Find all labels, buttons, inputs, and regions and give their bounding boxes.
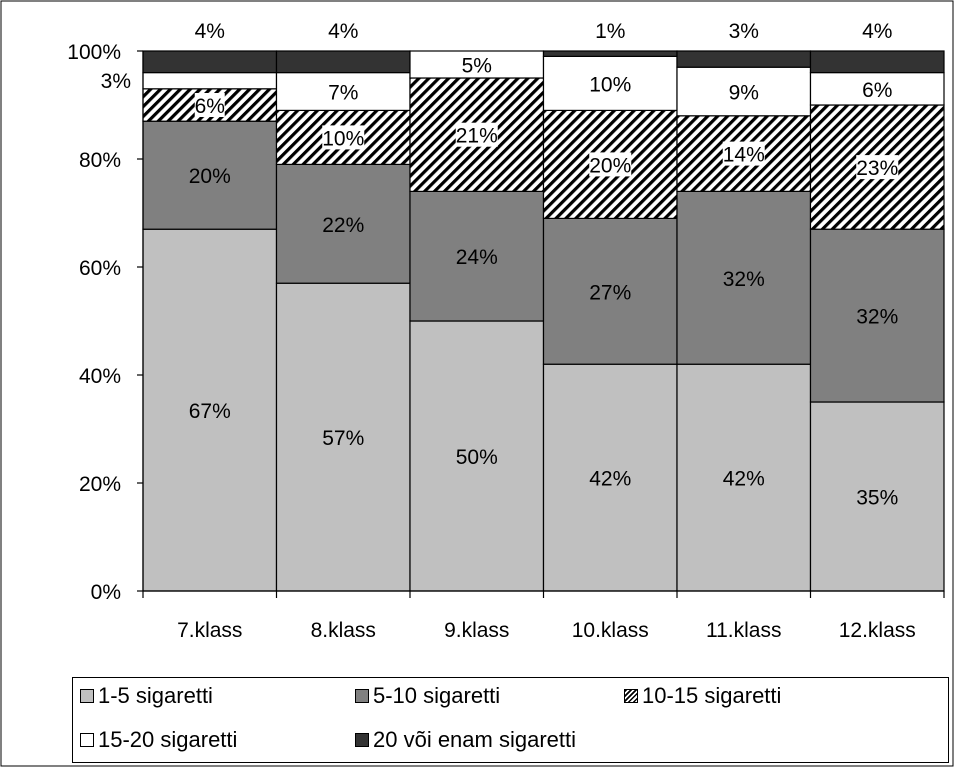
data-label-8-klass-1-5-sigaretti: 57% <box>322 427 364 450</box>
x-tick-label-11-klass: 11.klass <box>706 619 781 642</box>
y-tick-label-60: 60% <box>79 257 121 280</box>
data-label-9-klass-5-10-sigaretti: 24% <box>456 246 498 269</box>
legend: 1-5 sigaretti 5-10 sigaretti 10-15 sigar… <box>72 677 949 763</box>
x-tick-label-7-klass: 7.klass <box>177 619 242 642</box>
data-label-bg <box>455 122 498 147</box>
bar-segment-12-klass-20-v-i-enam-sigaretti <box>809 50 945 74</box>
bar-segment-9-klass-1-5-sigaretti <box>409 320 545 592</box>
data-label-12-klass-5-10-sigaretti: 32% <box>856 306 898 329</box>
data-label-12-klass-1-5-sigaretti: 35% <box>856 487 898 510</box>
data-label-7-klass-20-v-i-enam-sigaretti: 4% <box>195 20 225 43</box>
y-tick-label-80: 80% <box>79 149 121 172</box>
data-label-11-klass-15-20-sigaretti: 9% <box>729 82 759 105</box>
data-label-8-klass-15-20-sigaretti: 7% <box>328 82 358 105</box>
x-tick-label-9-klass: 9.klass <box>444 619 509 642</box>
data-label-bg <box>322 125 365 150</box>
data-label-10-klass-5-10-sigaretti: 27% <box>589 281 631 304</box>
bar-segment-9-klass-5-10-sigaretti <box>409 190 545 322</box>
x-tick-label-8-klass: 8.klass <box>311 619 376 642</box>
data-label-12-klass-15-20-sigaretti: 6% <box>862 79 892 102</box>
data-label-7-klass-15-20-sigaretti: 3% <box>101 70 131 93</box>
x-tick-label-10-klass: 10.klass <box>572 619 649 642</box>
legend-item-10-15: 10-15 sigaretti <box>624 683 781 709</box>
legend-item-1-5: 1-5 sigaretti <box>80 683 213 709</box>
data-label-7-klass-1-5-sigaretti: 67% <box>189 400 231 423</box>
bar-segment-10-klass-20-v-i-enam-sigaretti <box>542 50 678 58</box>
bar-segment-10-klass-1-5-sigaretti <box>542 363 678 592</box>
data-label-10-klass-20-v-i-enam-sigaretti: 1% <box>595 20 625 43</box>
bar-segment-8-klass-1-5-sigaretti <box>275 282 411 592</box>
data-label-11-klass-20-v-i-enam-sigaretti: 3% <box>729 20 759 43</box>
data-label-8-klass-5-10-sigaretti: 22% <box>322 214 364 237</box>
data-label-10-klass-10-15-sigaretti: 20% <box>589 154 631 177</box>
y-tick-label-40: 40% <box>79 365 121 388</box>
legend-label-5-10: 5-10 sigaretti <box>373 683 501 708</box>
data-label-bg <box>722 141 765 166</box>
data-labels-layer: 67% 20% 6% 3% 4% 57% 22% 10% 7% 4% 50% 24% 21% 5% 42% 2… <box>101 20 899 510</box>
legend-swatch-20-plus <box>355 733 369 747</box>
legend-label-20-plus: 20 või enam sigaretti <box>373 727 576 752</box>
axes-layer: 0% 20% 40% 60% 80% 100% 7.klass 8.klass 9.klass 1… <box>67 41 945 642</box>
y-tick-label-20: 20% <box>79 473 121 496</box>
bar-segment-10-klass-5-10-sigaretti <box>542 217 678 365</box>
bars-layer <box>142 50 945 592</box>
data-label-8-klass-10-15-sigaretti: 10% <box>322 127 364 150</box>
data-label-12-klass-20-v-i-enam-sigaretti: 4% <box>862 20 892 43</box>
bar-segment-7-klass-15-20-sigaretti <box>142 71 278 90</box>
bar-segment-7-klass-20-v-i-enam-sigaretti <box>142 50 278 74</box>
bar-segment-8-klass-15-20-sigaretti <box>275 71 411 111</box>
legend-item-5-10: 5-10 sigaretti <box>355 683 500 709</box>
bar-segment-8-klass-20-v-i-enam-sigaretti <box>275 50 411 74</box>
bar-segment-8-klass-5-10-sigaretti <box>275 163 411 284</box>
y-tick-label-100: 100% <box>67 41 121 64</box>
x-tick-label-12-klass: 12.klass <box>839 619 916 642</box>
legend-swatch-1-5 <box>80 689 94 703</box>
data-label-7-klass-10-15-sigaretti: 6% <box>195 95 225 118</box>
data-label-bg <box>856 155 899 180</box>
bar-segment-9-klass-15-20-sigaretti <box>409 50 545 79</box>
data-label-9-klass-1-5-sigaretti: 50% <box>456 446 498 469</box>
legend-swatch-15-20 <box>80 733 94 747</box>
data-label-11-klass-5-10-sigaretti: 32% <box>723 268 765 291</box>
data-label-9-klass-10-15-sigaretti: 21% <box>456 125 498 148</box>
legend-swatch-10-15 <box>624 689 638 703</box>
bar-segment-7-klass-5-10-sigaretti <box>142 120 278 230</box>
legend-item-15-20: 15-20 sigaretti <box>80 727 237 753</box>
bar-segment-12-klass-5-10-sigaretti <box>809 228 945 403</box>
data-label-10-klass-15-20-sigaretti: 10% <box>589 73 631 96</box>
data-label-7-klass-5-10-sigaretti: 20% <box>189 165 231 188</box>
bar-segment-10-klass-15-20-sigaretti <box>542 55 678 112</box>
legend-label-1-5: 1-5 sigaretti <box>98 683 213 708</box>
y-tick-label-0: 0% <box>91 581 121 604</box>
data-label-bg <box>589 152 632 177</box>
legend-swatch-5-10 <box>355 689 369 703</box>
data-label-bg <box>194 93 225 117</box>
data-label-8-klass-20-v-i-enam-sigaretti: 4% <box>328 20 358 43</box>
legend-label-10-15: 10-15 sigaretti <box>642 683 782 708</box>
data-label-10-klass-1-5-sigaretti: 42% <box>589 468 631 491</box>
data-label-9-klass-15-20-sigaretti: 5% <box>462 55 492 78</box>
legend-label-15-20: 15-20 sigaretti <box>98 727 238 752</box>
legend-item-20-plus: 20 või enam sigaretti <box>355 727 576 753</box>
data-label-12-klass-10-15-sigaretti: 23% <box>856 157 898 180</box>
bar-segment-11-klass-15-20-sigaretti <box>676 66 812 117</box>
bar-segment-11-klass-20-v-i-enam-sigaretti <box>676 50 812 68</box>
data-label-11-klass-10-15-sigaretti: 14% <box>723 144 765 167</box>
data-label-11-klass-1-5-sigaretti: 42% <box>723 468 765 491</box>
